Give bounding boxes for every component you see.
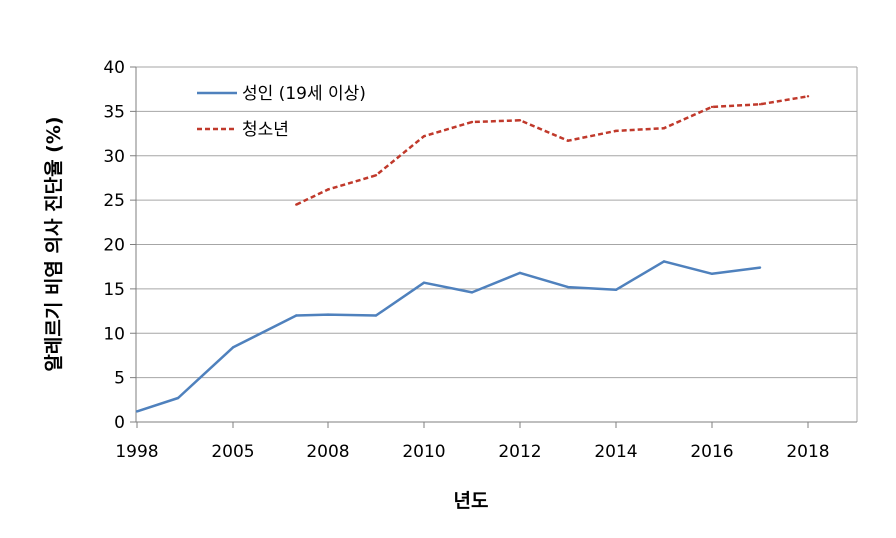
youth-data-point xyxy=(806,95,810,98)
youth-data-point xyxy=(614,129,618,133)
x-tick-label: 2014 xyxy=(594,442,637,462)
axes xyxy=(130,66,858,428)
adult-data-point xyxy=(176,396,180,400)
adult-data-point xyxy=(422,281,426,284)
youth-data-point xyxy=(566,139,570,142)
y-tick-label: 35 xyxy=(103,102,125,122)
x-tick-label: 2008 xyxy=(306,442,349,462)
youth-data-point xyxy=(758,103,762,106)
adult-data-point xyxy=(518,271,522,275)
x-tick-label: 2012 xyxy=(498,442,541,462)
x-tick-label: 2016 xyxy=(690,442,733,462)
x-tick-label: 2005 xyxy=(211,442,254,462)
series-line-youth xyxy=(295,95,809,206)
y-tick-label: 25 xyxy=(103,191,125,211)
adult-data-point xyxy=(326,313,330,316)
gridlines xyxy=(136,66,857,379)
youth-data-point xyxy=(470,120,474,124)
legend: 성인 (19세 이상) 청소년 xyxy=(197,84,366,140)
adult-data-point xyxy=(231,346,235,349)
x-tick-label: 2018 xyxy=(786,442,829,462)
tick-labels: 0 5 10 15 20 25 30 35 40 1998 2005 2008 2010 2012 2014… xyxy=(103,58,829,462)
legend-label-adult: 성인 (19세 이상) xyxy=(242,84,366,104)
adult-data-point xyxy=(710,272,714,275)
adult-data-point xyxy=(374,314,378,317)
youth-data-point xyxy=(295,203,298,206)
y-axis-title: 알레르기 비염 의사 진단율 (%) xyxy=(43,116,65,371)
adult-data-point xyxy=(295,314,298,317)
y-tick-label: 5 xyxy=(114,369,125,389)
x-tick-label: 2010 xyxy=(402,442,445,462)
series-line-adult xyxy=(136,260,761,413)
adult-data-point xyxy=(758,266,762,269)
y-tick-label: 40 xyxy=(103,58,125,78)
adult-data-point xyxy=(662,260,666,263)
y-tick-label: 10 xyxy=(103,324,125,344)
x-tick-label: 1998 xyxy=(115,442,158,462)
series-lines xyxy=(135,95,810,413)
youth-data-point xyxy=(710,105,714,109)
adult-data-point xyxy=(614,288,618,291)
youth-data-point xyxy=(518,119,522,122)
youth-data-point xyxy=(326,188,330,191)
x-axis-title: 년도 xyxy=(454,490,489,512)
y-tick-label: 0 xyxy=(114,413,125,433)
y-tick-label: 20 xyxy=(103,236,125,256)
youth-data-point xyxy=(662,127,666,130)
legend-label-youth: 청소년 xyxy=(242,120,289,140)
y-tick-label: 30 xyxy=(103,147,125,167)
youth-data-point xyxy=(422,135,426,138)
youth-data-point xyxy=(374,174,378,177)
adult-data-point xyxy=(135,410,139,413)
y-tick-label: 15 xyxy=(103,280,125,300)
adult-data-point xyxy=(566,285,570,289)
adult-data-point xyxy=(470,291,474,294)
